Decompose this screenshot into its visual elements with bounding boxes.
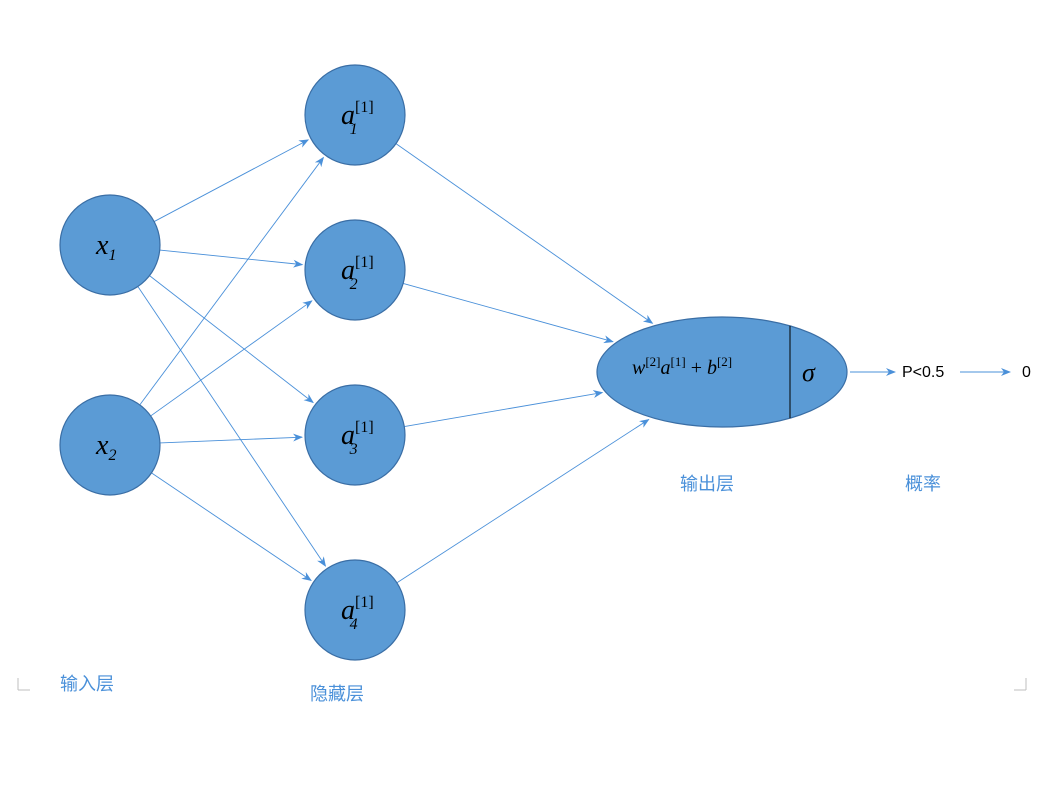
edge-input-to-hidden (150, 276, 314, 403)
edge-hidden-to-output (404, 393, 602, 427)
corner-mark (1014, 678, 1026, 690)
edge-input-to-hidden (138, 287, 326, 566)
layer-label-output: 输出层 (680, 474, 734, 494)
input-x2-node (60, 395, 160, 495)
layer-label-hidden: 隐藏层 (310, 684, 364, 704)
edge-hidden-to-output (396, 144, 653, 324)
edge-hidden-to-output (397, 420, 649, 583)
edge-input-to-hidden (160, 437, 302, 443)
layer-label-input: 输入层 (60, 674, 114, 694)
corner-mark (18, 678, 30, 690)
output-sigma: σ (802, 358, 816, 387)
input-x1-node (60, 195, 160, 295)
edge-input-to-hidden (151, 473, 311, 580)
edge-input-to-hidden (140, 158, 324, 405)
edge-input-to-hidden (160, 250, 303, 265)
result-label: 0 (1022, 364, 1031, 381)
prob-threshold-label: P<0.5 (902, 364, 944, 381)
edge-hidden-to-output (403, 283, 613, 341)
layer-label-prob: 概率 (905, 474, 941, 494)
